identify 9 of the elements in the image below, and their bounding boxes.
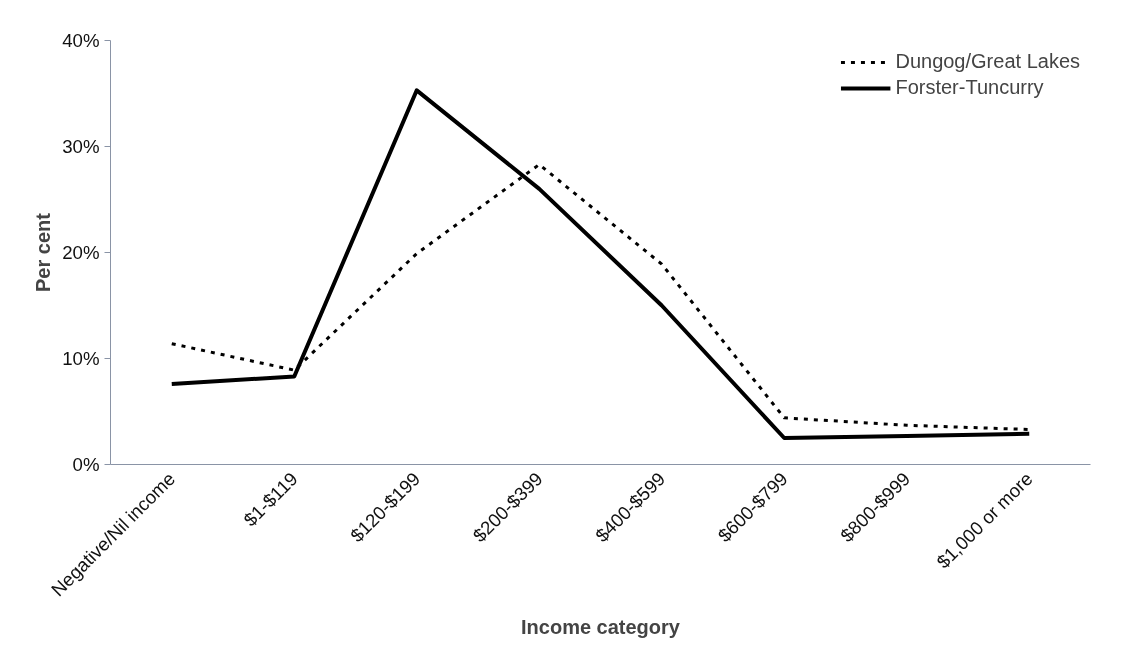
y-tick-label: 30% (62, 136, 100, 157)
y-tick-label: 10% (62, 348, 100, 369)
y-tick-label: 40% (62, 30, 100, 51)
legend-label: Dungog/Great Lakes (895, 50, 1080, 73)
x-axis-title: Income category (521, 615, 681, 638)
y-axis-title: Per cent (32, 212, 55, 292)
y-tick-label: 0% (72, 454, 100, 475)
y-tick-label: 20% (62, 242, 100, 263)
legend-label: Forster-Tuncurry (895, 76, 1044, 99)
